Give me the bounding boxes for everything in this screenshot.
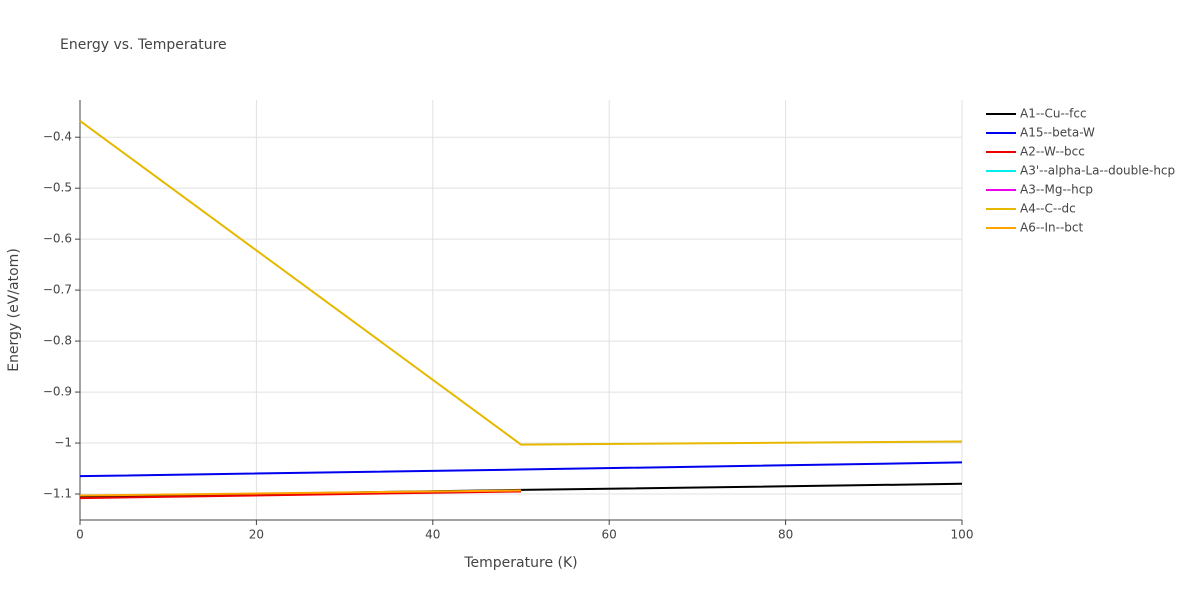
x-tick-label: 40 [425,528,440,542]
series-line [79,461,963,478]
y-axis-label: Energy (eV/atom) [6,248,22,372]
y-tick-label: −0.9 [43,385,72,399]
series-line [79,490,522,500]
x-tick-label: 100 [951,528,974,542]
legend-label: A3'--alpha-La--double-hcp [1020,164,1175,178]
y-tick-label: −0.7 [43,283,72,297]
legend-label: A4--C--dc [1020,202,1076,216]
chart-title: Energy vs. Temperature [60,37,227,53]
series-line [79,120,963,446]
y-tick-label: −0.4 [43,130,72,144]
legend-label: A6--In--bct [1020,221,1084,235]
x-tick-label: 0 [76,528,84,542]
y-tick-label: −0.8 [43,334,72,348]
y-tick-label: −1.1 [43,487,72,501]
legend-label: A3--Mg--hcp [1020,183,1093,197]
x-tick-label: 60 [602,528,617,542]
legend-label: A15--beta-W [1020,126,1095,140]
legend-label: A2--W--bcc [1020,145,1085,159]
legend-label: A1--Cu--fcc [1020,107,1087,121]
y-tick-label: −0.6 [43,232,72,246]
y-tick-label: −1 [54,436,72,450]
series-line [79,489,522,497]
x-tick-label: 20 [249,528,264,542]
x-axis-label: Temperature (K) [463,555,577,571]
x-tick-label: 80 [778,528,793,542]
y-tick-label: −0.5 [43,181,72,195]
